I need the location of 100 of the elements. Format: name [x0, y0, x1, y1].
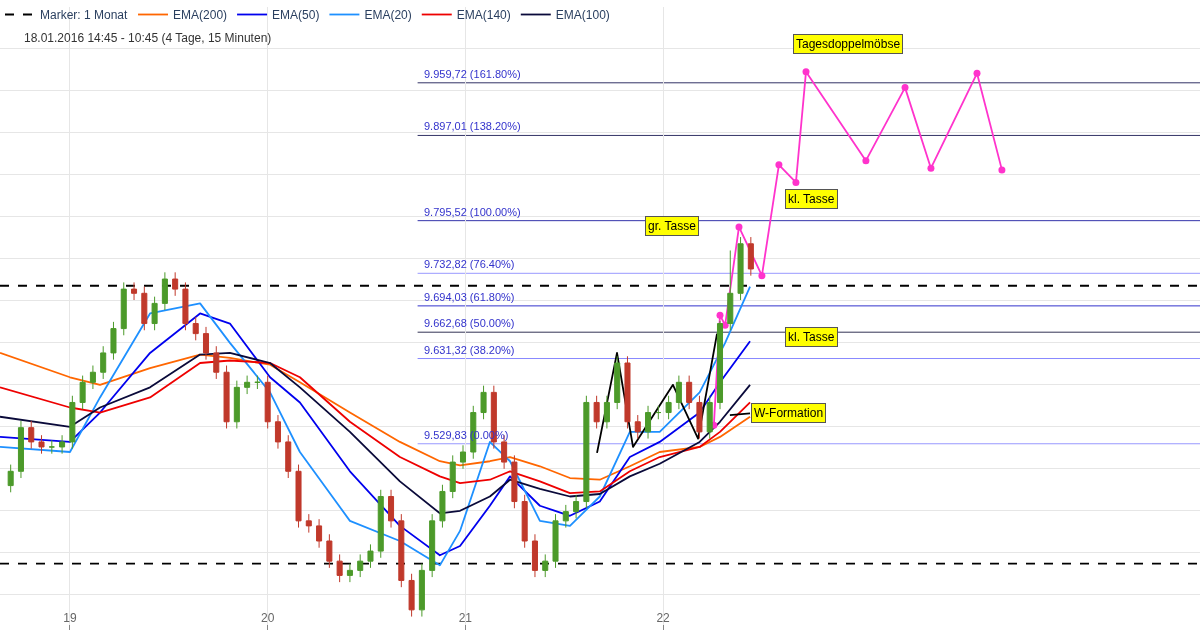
candlestick [624, 355, 631, 429]
candlestick [408, 573, 415, 618]
candlestick [696, 395, 703, 440]
annotation: Tagesdoppelmöbse [796, 37, 901, 51]
candlestick [552, 513, 559, 569]
candlestick [398, 513, 405, 588]
candlestick [686, 375, 693, 410]
ref-line-label: 9.631,32 (38.20%) [424, 344, 515, 356]
legend-label: EMA(100) [555, 8, 610, 23]
x-tick-label: 19 [63, 611, 77, 625]
x-tick-label: 20 [261, 611, 275, 625]
candlestick [28, 420, 35, 450]
candlestick [542, 553, 549, 578]
candlestick [59, 434, 66, 455]
ref-line-label: 9.897,01 (138.20%) [424, 120, 521, 132]
candlestick [48, 439, 55, 455]
legend-label: EMA(200) [173, 8, 228, 23]
candlestick [141, 286, 148, 331]
candlestick [429, 513, 436, 578]
candlestick [274, 414, 281, 450]
ref-line-label: 9.959,72 (161.80%) [424, 68, 521, 80]
candlestick [675, 375, 682, 410]
candlestick [727, 249, 734, 331]
candlestick [202, 326, 210, 361]
x-tick-label: 22 [656, 611, 671, 625]
candlestick [326, 533, 333, 569]
candlestick [737, 236, 744, 301]
candlestick [634, 414, 641, 440]
ref-line-label: 9.732,82 (76.40%) [424, 258, 515, 270]
candlestick [213, 345, 220, 380]
candlestick [285, 434, 292, 479]
candlestick [182, 281, 189, 331]
candlestick [110, 321, 117, 361]
candlestick [346, 563, 353, 583]
candlestick [69, 395, 76, 450]
candlestick [151, 296, 158, 331]
legend-label: Marker: 1 Monat [40, 8, 129, 23]
candlestick [79, 375, 86, 410]
candlestick [593, 395, 600, 429]
candlestick [161, 271, 168, 311]
ref-line-label: 9.694,03 (61.80%) [424, 291, 515, 303]
annotation: W-Formation [754, 406, 824, 420]
candlestick [254, 375, 261, 390]
candlestick [7, 464, 14, 493]
candlestick [614, 355, 621, 410]
candlestick [665, 395, 672, 420]
candlestick [38, 434, 45, 455]
candlestick [603, 395, 610, 429]
candlestick [172, 271, 179, 297]
ref-line-label: 9.795,52 (100.00%) [424, 206, 521, 218]
candlestick [511, 454, 518, 509]
candlestick [223, 365, 230, 429]
candlestick [439, 484, 446, 529]
candlestick [305, 513, 312, 534]
point [735, 223, 743, 231]
candlestick [655, 405, 662, 420]
legend-label: EMA(50) [272, 8, 320, 23]
point [862, 157, 870, 165]
point [927, 164, 935, 172]
candlestick [120, 281, 127, 336]
candlestick [316, 518, 323, 549]
legend-label: EMA(140) [456, 8, 511, 23]
ref-line-label: 9.662,68 (50.00%) [424, 317, 515, 329]
legend-label: EMA(20) [364, 8, 412, 23]
point [973, 69, 981, 77]
annotation: kl. Tasse [788, 192, 835, 206]
candlestick [583, 395, 590, 509]
candlestick [244, 375, 251, 395]
candlestick [377, 489, 384, 559]
candlestick [336, 553, 343, 583]
candlestick [367, 543, 374, 569]
candlestick [459, 444, 467, 470]
candlestick [17, 420, 24, 479]
candlestick [449, 454, 456, 499]
point [775, 161, 783, 169]
text: 18.01.2016 14:45 - 10:45 (4 Tage, 15 Minuten) [24, 31, 272, 45]
candlestick [531, 533, 538, 578]
candlestick [192, 316, 199, 341]
candlestick [357, 553, 364, 578]
point [998, 166, 1006, 174]
candlestick [100, 345, 107, 380]
candlestick [573, 494, 580, 519]
candlestick [521, 494, 528, 549]
x-tick-label: 21 [458, 611, 473, 625]
candlestick [264, 375, 271, 429]
candlestick [295, 464, 302, 529]
candlestick [480, 385, 487, 420]
candlestick [131, 281, 138, 301]
candlestick [747, 236, 754, 277]
candlestick [233, 380, 240, 429]
point [802, 68, 810, 76]
point [901, 84, 909, 92]
point [758, 272, 766, 280]
candlestick [645, 405, 652, 440]
annotation: kl. Tasse [788, 330, 835, 344]
candlestick [562, 504, 569, 529]
candlestick [706, 395, 713, 440]
annotation: gr. Tasse [648, 219, 697, 233]
candlestick [388, 489, 395, 529]
candlestick [716, 320, 724, 410]
